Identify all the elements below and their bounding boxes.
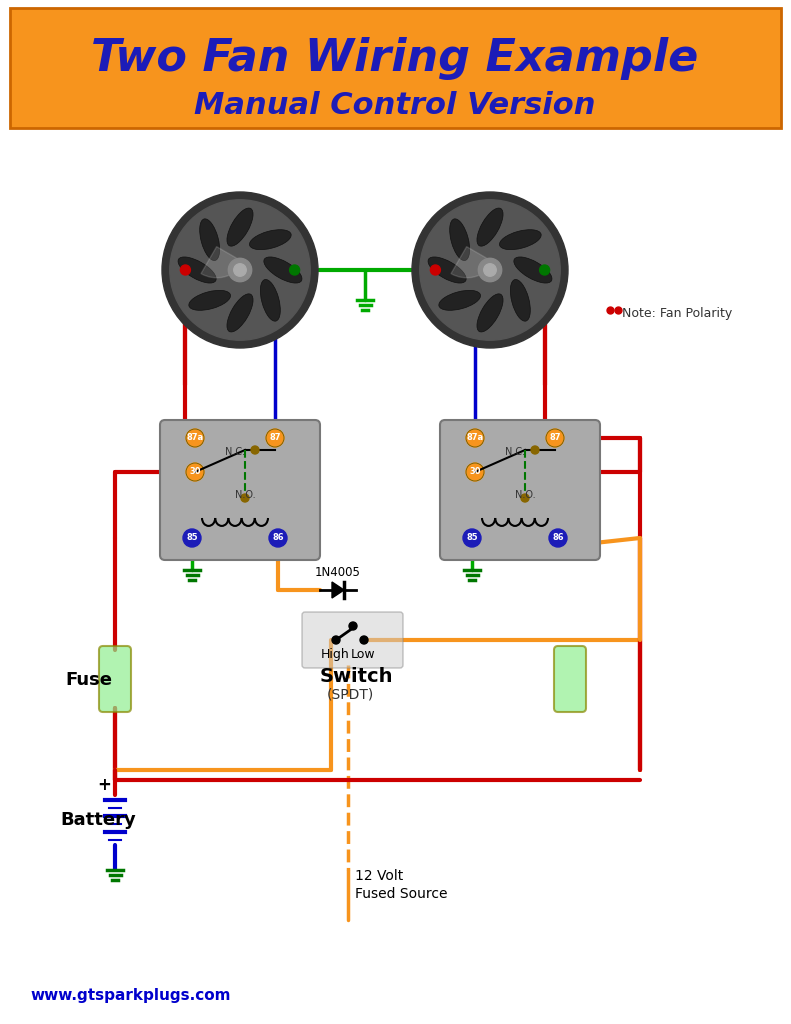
Circle shape — [549, 529, 567, 547]
Text: 30: 30 — [469, 468, 481, 476]
Circle shape — [332, 636, 340, 644]
Circle shape — [420, 200, 560, 340]
Circle shape — [186, 429, 204, 447]
Text: (SPDT): (SPDT) — [327, 687, 374, 701]
Bar — [10, 8, 781, 128]
Text: 87: 87 — [549, 433, 561, 442]
FancyBboxPatch shape — [554, 646, 586, 712]
Circle shape — [430, 265, 441, 275]
Circle shape — [360, 636, 368, 644]
Text: +: + — [97, 776, 111, 794]
Circle shape — [349, 622, 357, 630]
Text: 1N4005: 1N4005 — [315, 565, 361, 579]
Text: High: High — [320, 648, 350, 662]
Circle shape — [229, 258, 252, 282]
Ellipse shape — [178, 257, 216, 283]
Text: Switch: Switch — [320, 667, 393, 686]
Text: 85: 85 — [466, 534, 478, 543]
Circle shape — [251, 446, 259, 454]
Circle shape — [466, 429, 484, 447]
FancyBboxPatch shape — [99, 646, 131, 712]
Ellipse shape — [264, 257, 302, 283]
Polygon shape — [332, 582, 344, 598]
Ellipse shape — [227, 208, 253, 246]
Circle shape — [234, 264, 246, 276]
Circle shape — [290, 265, 300, 275]
Ellipse shape — [428, 257, 466, 283]
Circle shape — [269, 529, 287, 547]
Circle shape — [170, 200, 310, 340]
Text: N.O.: N.O. — [235, 490, 255, 500]
Ellipse shape — [439, 291, 480, 310]
Circle shape — [466, 463, 484, 481]
Circle shape — [162, 193, 318, 348]
Wedge shape — [201, 247, 244, 278]
Circle shape — [539, 265, 550, 275]
Text: 86: 86 — [552, 534, 564, 543]
FancyBboxPatch shape — [302, 612, 403, 668]
Text: Battery: Battery — [60, 811, 136, 829]
Text: N.C.: N.C. — [225, 447, 245, 457]
Text: www.gtsparkplugs.com: www.gtsparkplugs.com — [30, 988, 230, 1002]
Ellipse shape — [514, 257, 552, 283]
Ellipse shape — [189, 291, 230, 310]
Text: Fused Source: Fused Source — [355, 887, 448, 901]
Text: 87: 87 — [269, 433, 281, 442]
Text: Two Fan Wiring Example: Two Fan Wiring Example — [92, 37, 698, 80]
Ellipse shape — [249, 229, 291, 250]
Wedge shape — [451, 247, 494, 278]
Circle shape — [479, 258, 501, 282]
FancyBboxPatch shape — [440, 420, 600, 560]
Circle shape — [180, 265, 191, 275]
Circle shape — [521, 494, 529, 502]
Ellipse shape — [499, 229, 541, 250]
Circle shape — [484, 264, 496, 276]
Circle shape — [463, 529, 481, 547]
Text: Fuse: Fuse — [65, 671, 112, 689]
Circle shape — [266, 429, 284, 447]
FancyBboxPatch shape — [160, 420, 320, 560]
Text: 85: 85 — [186, 534, 198, 543]
Text: Note: Fan Polarity: Note: Fan Polarity — [622, 306, 732, 319]
Circle shape — [186, 463, 204, 481]
Text: N.O.: N.O. — [515, 490, 536, 500]
Circle shape — [241, 494, 249, 502]
Ellipse shape — [450, 219, 470, 260]
Ellipse shape — [260, 280, 280, 322]
Circle shape — [531, 446, 539, 454]
Text: 30: 30 — [189, 468, 201, 476]
Text: N.C.: N.C. — [505, 447, 525, 457]
Circle shape — [412, 193, 568, 348]
Ellipse shape — [477, 294, 503, 332]
Circle shape — [546, 429, 564, 447]
Ellipse shape — [199, 219, 220, 260]
Text: Low: Low — [350, 648, 375, 662]
Text: 12 Volt: 12 Volt — [355, 869, 403, 883]
Text: 87a: 87a — [467, 433, 483, 442]
Ellipse shape — [227, 294, 253, 332]
Ellipse shape — [477, 208, 503, 246]
Circle shape — [183, 529, 201, 547]
Text: 87a: 87a — [187, 433, 203, 442]
Text: 86: 86 — [272, 534, 284, 543]
Ellipse shape — [510, 280, 530, 322]
Text: Manual Control Version: Manual Control Version — [195, 90, 596, 120]
